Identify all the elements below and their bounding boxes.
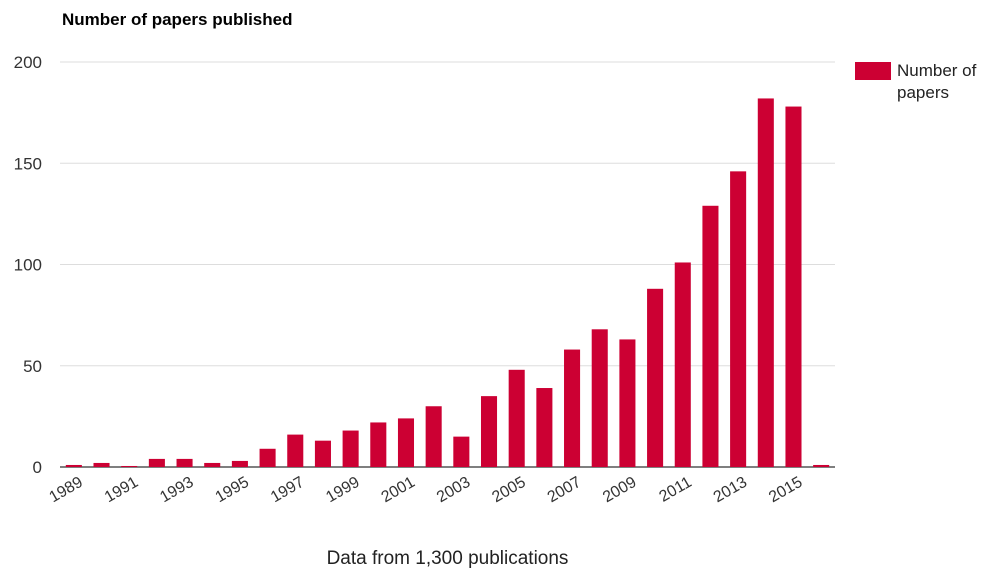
chart-caption: Data from 1,300 publications: [326, 548, 569, 569]
x-tick-label: 1989: [47, 474, 86, 507]
x-tick-label: 2011: [656, 474, 694, 506]
chart-title: Number of papers published: [62, 10, 293, 29]
bar-2000: [370, 422, 387, 467]
bar-2010: [647, 288, 664, 467]
y-tick-label: 100: [14, 256, 42, 275]
bar-1989: [65, 464, 82, 467]
legend-swatch: [855, 62, 891, 80]
bar-2003: [453, 436, 470, 467]
bar-1992: [148, 458, 165, 467]
x-tick-label: 1999: [323, 474, 362, 507]
bar-2002: [425, 406, 442, 467]
bar-1997: [287, 434, 304, 467]
y-tick-label: 150: [14, 154, 42, 173]
x-tick-label: 2009: [600, 474, 639, 507]
legend: Number of papers: [855, 60, 997, 104]
bar-1993: [176, 458, 193, 467]
x-tick-label: 1997: [268, 474, 307, 507]
bar-1999: [342, 430, 359, 467]
bar-2001: [397, 418, 415, 467]
y-axis-ticks: 0 50 100 150 200: [14, 53, 42, 477]
x-tick-label: 2015: [766, 474, 805, 507]
bar-2016: [813, 464, 830, 467]
bar-2008: [591, 329, 608, 467]
x-tick-label: 2007: [545, 474, 584, 507]
bar-2009: [619, 339, 636, 467]
bar-2012: [702, 205, 719, 467]
y-tick-label: 50: [23, 357, 42, 376]
legend-label: Number of papers: [897, 61, 977, 102]
x-tick-label: 2003: [434, 474, 473, 507]
x-tick-label: 2013: [711, 474, 750, 507]
bar-2007: [564, 349, 581, 467]
bar-2005: [508, 369, 525, 467]
bar-2014: [757, 98, 774, 467]
bar-2015: [785, 106, 802, 468]
bar-1995: [231, 460, 248, 467]
bar-1991: [121, 465, 138, 467]
bar-1996: [259, 448, 276, 467]
y-tick-label: 200: [14, 53, 42, 72]
bar-2011: [674, 262, 691, 467]
x-axis-ticks: 1989 1991 1993 1995 1997 1999 2001 2003 2005 2007…: [47, 474, 806, 507]
bar-2006: [536, 388, 553, 467]
bar-1994: [204, 462, 221, 467]
x-tick-label: 2005: [489, 474, 528, 507]
bar-1990: [93, 462, 110, 467]
gridlines: [60, 61, 835, 468]
bar-2004: [480, 396, 498, 467]
x-tick-label: 1991: [102, 474, 141, 507]
y-tick-label: 0: [33, 458, 42, 477]
x-tick-label: 2001: [379, 474, 418, 507]
x-tick-label: 1995: [213, 474, 252, 507]
bar-1998: [314, 440, 331, 467]
bars: [65, 98, 830, 468]
x-tick-label: 1993: [157, 474, 196, 507]
bar-2013: [730, 171, 747, 467]
